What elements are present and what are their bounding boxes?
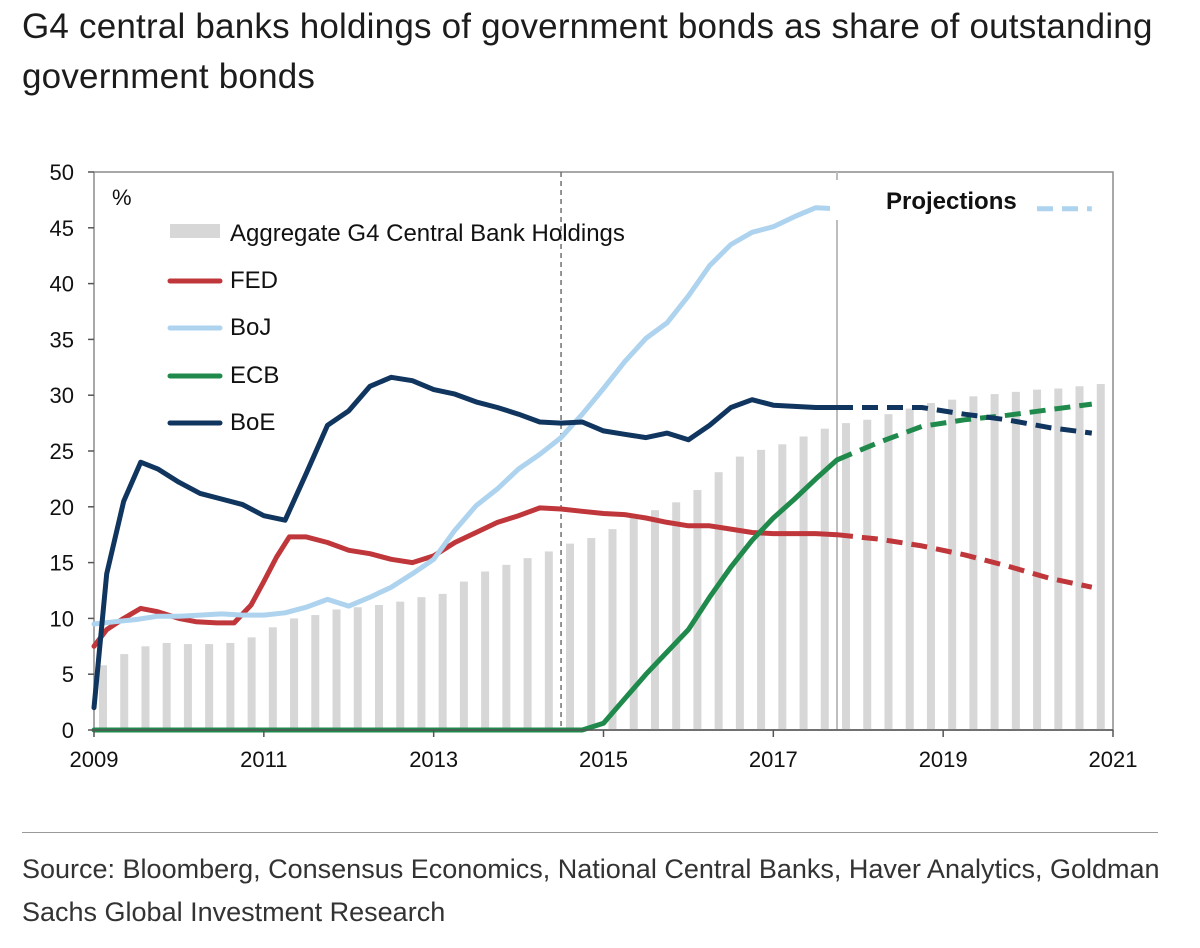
- x-tick-label: 2011: [240, 747, 287, 772]
- aggregate-bar: [162, 642, 171, 730]
- series-line-boe: [91, 374, 840, 711]
- series-projection-ecb: [836, 401, 1093, 463]
- aggregate-bar: [396, 601, 405, 730]
- legend-label-boe: BoE: [230, 409, 275, 436]
- aggregate-bar: [353, 607, 362, 730]
- x-tick-label: 2013: [409, 747, 458, 772]
- aggregate-bar: [799, 436, 808, 730]
- x-tick-label: 2019: [919, 747, 968, 772]
- projections-label-bg: [830, 180, 1030, 220]
- y-tick-label: 35: [50, 327, 74, 352]
- legend: Aggregate G4 Central Bank Holdings FED B…: [167, 220, 625, 436]
- aggregate-bar: [205, 644, 214, 730]
- aggregate-bar: [693, 490, 702, 730]
- aggregate-bar: [735, 456, 744, 730]
- aggregate-bar: [757, 449, 766, 730]
- aggregate-bar: [820, 428, 829, 730]
- y-axis: 0 5 10 15 20 25 30 35 40 45 50: [50, 160, 94, 743]
- y-tick-label: 15: [50, 551, 74, 576]
- aggregate-bar: [120, 654, 129, 730]
- aggregate-bar: [481, 571, 490, 730]
- bars-layer: [99, 384, 1105, 730]
- aggregate-bar: [1033, 389, 1042, 730]
- series-projection-fed: [836, 532, 1093, 590]
- aggregate-bar: [374, 605, 383, 730]
- legend-label-boj: BoJ: [230, 314, 271, 341]
- aggregate-bar: [629, 516, 638, 730]
- aggregate-bar: [268, 627, 277, 730]
- aggregate-bar: [650, 510, 659, 730]
- x-tick-label: 2009: [70, 747, 119, 772]
- chart-title: G4 central banks holdings of government …: [22, 7, 1153, 96]
- legend-label-ecb: ECB: [230, 362, 279, 389]
- projections-label: Projections: [886, 188, 1017, 215]
- aggregate-bar: [948, 399, 957, 730]
- y-tick-label: 45: [50, 216, 74, 241]
- source-note: Source: Bloomberg, Consensus Economics, …: [22, 854, 1160, 927]
- aggregate-bar: [247, 637, 256, 730]
- legend-label-fed: FED: [230, 267, 278, 294]
- y-tick-label: 0: [62, 718, 74, 743]
- y-tick-label: 10: [50, 606, 74, 631]
- y-tick-label: 20: [50, 495, 74, 520]
- aggregate-bar: [290, 618, 299, 730]
- aggregate-bar: [778, 444, 787, 730]
- aggregate-bar: [99, 665, 107, 730]
- aggregate-bar: [141, 646, 150, 730]
- aggregate-bar: [1054, 388, 1063, 730]
- y-tick-label: 25: [50, 439, 74, 464]
- x-tick-label: 2017: [749, 747, 798, 772]
- footer-divider: [22, 832, 1158, 833]
- aggregate-bar: [608, 529, 617, 730]
- chart-canvas: 0 5 10 15 20 25 30 35 40 45 50 2009 2011 2013 2015 201…: [50, 160, 1138, 772]
- aggregate-bar: [672, 502, 681, 730]
- legend-swatch-bars: [170, 224, 220, 238]
- aggregate-bar: [459, 581, 468, 730]
- aggregate-bar: [842, 423, 851, 730]
- aggregate-bar: [226, 642, 235, 730]
- aggregate-bar: [332, 609, 341, 730]
- aggregate-bar: [884, 414, 893, 730]
- plot-area: [93, 171, 1114, 731]
- aggregate-bar: [544, 551, 553, 730]
- y-tick-label: 5: [62, 662, 74, 687]
- aggregate-bar: [417, 597, 426, 730]
- x-axis: 2009 2011 2013 2015 2017 2019 2021: [70, 730, 1138, 772]
- y-tick-label: 30: [50, 383, 74, 408]
- aggregate-bar: [1096, 384, 1105, 730]
- aggregate-bar: [502, 564, 511, 730]
- aggregate-bar: [1075, 386, 1084, 730]
- aggregate-bar: [714, 472, 723, 730]
- aggregate-bar: [1011, 391, 1020, 730]
- aggregate-bar: [905, 408, 914, 730]
- x-tick-label: 2021: [1089, 747, 1138, 772]
- series-line-boj: [91, 205, 840, 627]
- aggregate-bar: [969, 396, 978, 730]
- aggregate-bar: [926, 403, 935, 730]
- legend-label-bars: Aggregate G4 Central Bank Holdings: [230, 220, 625, 247]
- aggregate-bar: [587, 538, 596, 730]
- aggregate-bar: [438, 593, 447, 730]
- aggregate-bar: [523, 558, 532, 730]
- x-tick-label: 2015: [579, 747, 628, 772]
- aggregate-bar: [183, 644, 192, 730]
- aggregate-bar: [311, 615, 320, 730]
- series-projection-boe: [837, 405, 1093, 436]
- aggregate-bar: [863, 419, 872, 730]
- aggregate-bar: [566, 543, 575, 730]
- y-unit-label: %: [112, 185, 132, 210]
- y-tick-label: 50: [50, 160, 74, 185]
- y-tick-label: 40: [50, 272, 74, 297]
